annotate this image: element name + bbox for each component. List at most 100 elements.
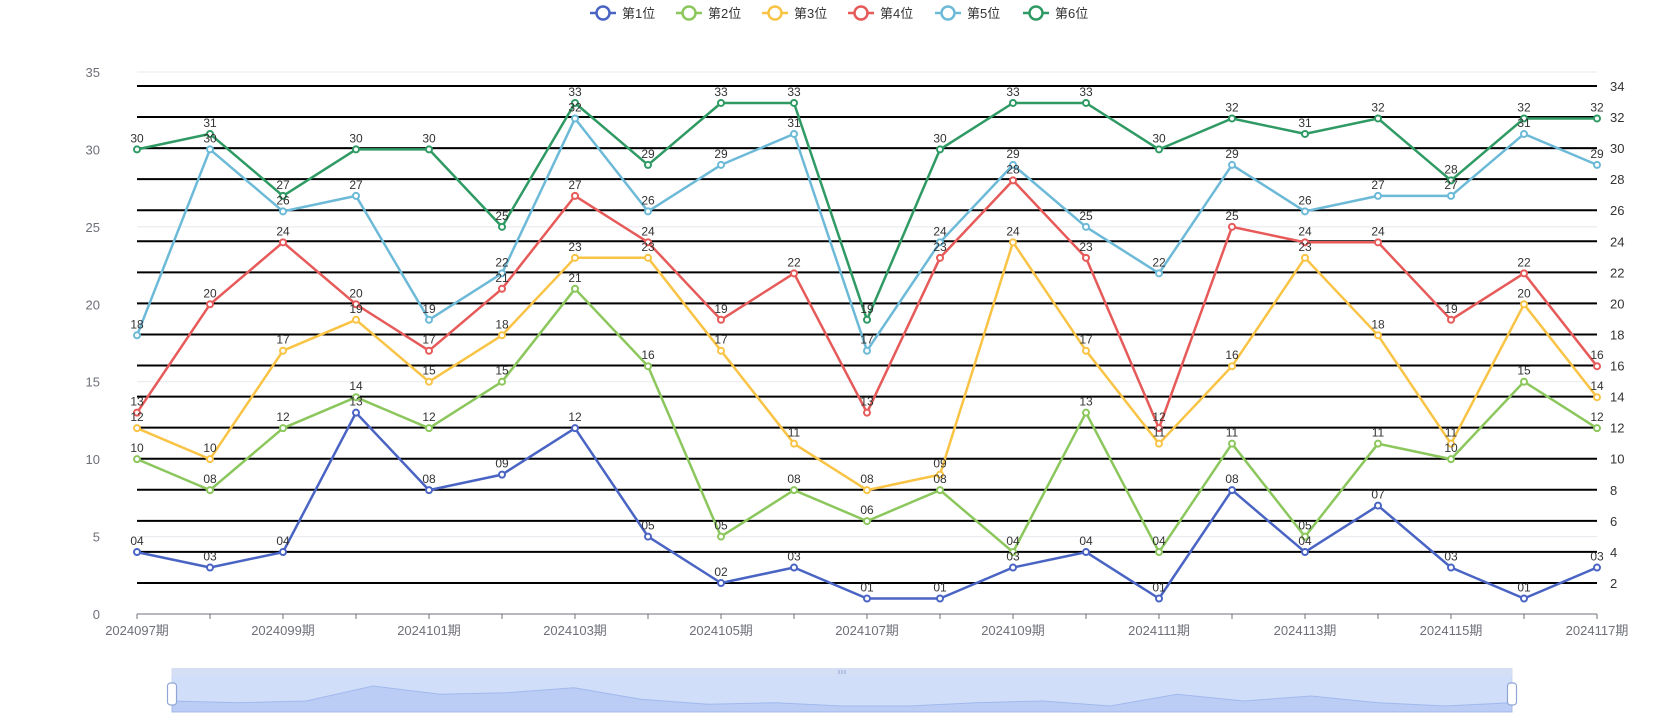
data-point[interactable] — [790, 269, 798, 278]
data-point[interactable] — [1593, 160, 1601, 169]
data-point[interactable] — [1082, 222, 1090, 231]
data-point[interactable] — [790, 129, 798, 138]
data-point[interactable] — [498, 470, 506, 479]
data-point[interactable] — [1009, 98, 1017, 107]
data-point[interactable] — [1155, 548, 1163, 557]
data-point[interactable] — [1082, 408, 1090, 417]
data-point[interactable] — [133, 145, 141, 154]
data-point[interactable] — [644, 207, 652, 216]
data-point[interactable] — [571, 253, 579, 262]
data-point[interactable] — [498, 269, 506, 278]
data-point[interactable] — [571, 191, 579, 200]
data-point[interactable] — [863, 594, 871, 603]
data-point[interactable] — [644, 362, 652, 371]
data-point[interactable] — [863, 346, 871, 355]
data-point[interactable] — [425, 377, 433, 386]
data-point[interactable] — [352, 145, 360, 154]
data-point[interactable] — [1155, 269, 1163, 278]
data-point[interactable] — [1301, 129, 1309, 138]
legend-item-3[interactable]: 第3位 — [762, 5, 827, 21]
data-point[interactable] — [1009, 176, 1017, 185]
data-point[interactable] — [1228, 222, 1236, 231]
data-point[interactable] — [425, 486, 433, 495]
data-point[interactable] — [936, 145, 944, 154]
data-point[interactable] — [279, 424, 287, 433]
data-point[interactable] — [1520, 300, 1528, 309]
data-point[interactable] — [1228, 439, 1236, 448]
data-point[interactable] — [1301, 238, 1309, 247]
data-point[interactable] — [1009, 548, 1017, 557]
data-point[interactable] — [863, 486, 871, 495]
data-point[interactable] — [1228, 114, 1236, 123]
data-point[interactable] — [863, 517, 871, 526]
data-point[interactable] — [1228, 486, 1236, 495]
data-point[interactable] — [1374, 439, 1382, 448]
data-point[interactable] — [1374, 191, 1382, 200]
data-point[interactable] — [790, 439, 798, 448]
data-point[interactable] — [1447, 191, 1455, 200]
data-point[interactable] — [1301, 548, 1309, 557]
data-point[interactable] — [1082, 346, 1090, 355]
data-point[interactable] — [1520, 129, 1528, 138]
data-point[interactable] — [936, 486, 944, 495]
data-point[interactable] — [790, 563, 798, 572]
legend-item-2[interactable]: 第2位 — [676, 5, 741, 21]
data-point[interactable] — [644, 253, 652, 262]
data-point[interactable] — [133, 408, 141, 417]
data-point[interactable] — [717, 532, 725, 541]
datazoom-slider[interactable] — [166, 668, 1518, 713]
data-point[interactable] — [425, 315, 433, 324]
data-point[interactable] — [717, 160, 725, 169]
data-point[interactable] — [1593, 563, 1601, 572]
data-point[interactable] — [1374, 114, 1382, 123]
data-point[interactable] — [717, 315, 725, 324]
legend-item-5[interactable]: 第5位 — [935, 5, 1000, 21]
data-point[interactable] — [717, 346, 725, 355]
data-point[interactable] — [279, 548, 287, 557]
data-point[interactable] — [1447, 439, 1455, 448]
data-point[interactable] — [498, 284, 506, 293]
data-point[interactable] — [1009, 563, 1017, 572]
data-point[interactable] — [425, 145, 433, 154]
data-point[interactable] — [133, 455, 141, 464]
data-point[interactable] — [644, 160, 652, 169]
data-point[interactable] — [644, 532, 652, 541]
data-point[interactable] — [1228, 160, 1236, 169]
data-point[interactable] — [1155, 594, 1163, 603]
data-point[interactable] — [1374, 501, 1382, 510]
data-point[interactable] — [1301, 532, 1309, 541]
data-point[interactable] — [279, 207, 287, 216]
data-point[interactable] — [133, 424, 141, 433]
data-point[interactable] — [206, 486, 214, 495]
data-point[interactable] — [1593, 114, 1601, 123]
data-point[interactable] — [717, 98, 725, 107]
data-point[interactable] — [498, 331, 506, 340]
data-point[interactable] — [1447, 563, 1455, 572]
data-point[interactable] — [498, 222, 506, 231]
data-point[interactable] — [1520, 269, 1528, 278]
data-point[interactable] — [936, 238, 944, 247]
data-point[interactable] — [352, 191, 360, 200]
data-point[interactable] — [790, 98, 798, 107]
data-point[interactable] — [1593, 424, 1601, 433]
data-point[interactable] — [936, 594, 944, 603]
datazoom-selection[interactable] — [172, 669, 1512, 712]
data-point[interactable] — [279, 191, 287, 200]
data-point[interactable] — [1155, 439, 1163, 448]
data-point[interactable] — [425, 424, 433, 433]
datazoom-left-handle[interactable] — [166, 682, 178, 706]
data-point[interactable] — [1082, 548, 1090, 557]
data-point[interactable] — [1228, 362, 1236, 371]
data-point[interactable] — [1447, 176, 1455, 185]
data-point[interactable] — [352, 315, 360, 324]
data-point[interactable] — [352, 408, 360, 417]
legend-item-6[interactable]: 第6位 — [1023, 5, 1088, 21]
data-point[interactable] — [1301, 207, 1309, 216]
data-point[interactable] — [498, 377, 506, 386]
data-point[interactable] — [1082, 253, 1090, 262]
datazoom-right-handle[interactable] — [1506, 682, 1518, 706]
data-point[interactable] — [133, 548, 141, 557]
data-point[interactable] — [206, 129, 214, 138]
data-point[interactable] — [571, 424, 579, 433]
data-point[interactable] — [571, 114, 579, 123]
